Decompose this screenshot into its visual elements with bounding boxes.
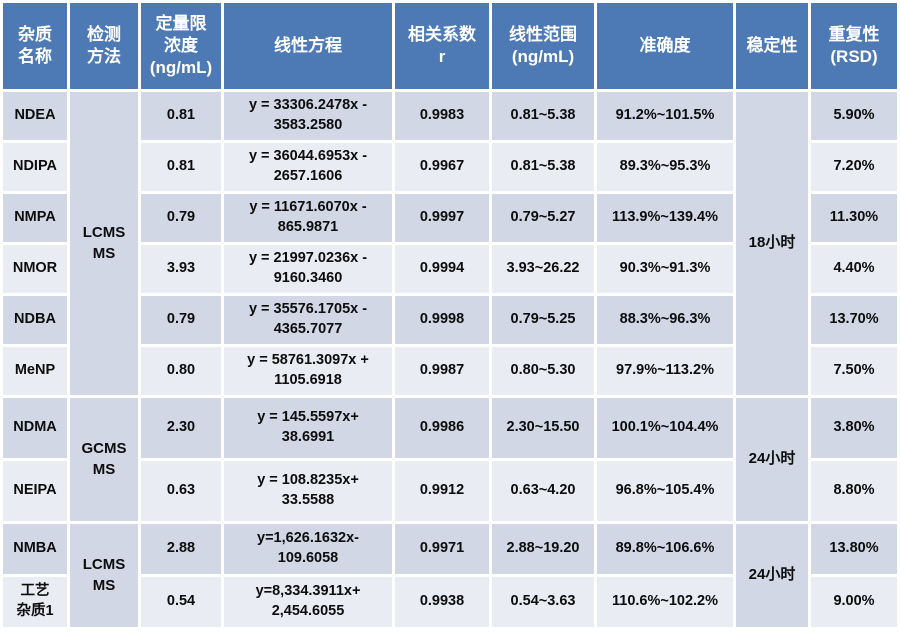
- impurity-name-cell: NDMA: [3, 398, 67, 458]
- r-value-cell: 0.9986: [395, 398, 489, 458]
- impurity-name-cell: NDIPA: [3, 143, 67, 191]
- impurity-name-cell: NMPA: [3, 194, 67, 242]
- r-value-cell: 0.9994: [395, 245, 489, 293]
- impurity-name-cell: NMOR: [3, 245, 67, 293]
- range-cell: 0.54~3.63: [492, 577, 594, 627]
- header-linear-equation: 线性方程: [224, 3, 392, 89]
- accuracy-cell: 90.3%~91.3%: [597, 245, 733, 293]
- range-cell: 2.88~19.20: [492, 524, 594, 574]
- stability-cell: 24小时: [736, 398, 808, 521]
- table-row: 工艺 杂质1 0.54 y=8,334.3911x+ 2,454.6055 0.99…: [3, 577, 897, 627]
- rsd-cell: 13.80%: [811, 524, 897, 574]
- range-cell: 0.80~5.30: [492, 347, 594, 395]
- impurity-name-cell: NEIPA: [3, 461, 67, 521]
- header-stability: 稳定性: [736, 3, 808, 89]
- accuracy-cell: 96.8%~105.4%: [597, 461, 733, 521]
- accuracy-cell: 88.3%~96.3%: [597, 296, 733, 344]
- equation-cell: y = 21997.0236x -9160.3460: [224, 245, 392, 293]
- stability-cell: 24小时: [736, 524, 808, 627]
- range-cell: 3.93~26.22: [492, 245, 594, 293]
- rsd-cell: 7.50%: [811, 347, 897, 395]
- table-row: NDEA LCMS MS 0.81 y = 33306.2478x -3583.2…: [3, 92, 897, 395]
- r-value-cell: 0.9998: [395, 296, 489, 344]
- table-row: NEIPA 0.63 y = 108.8235x+ 33.5588 0.9912 …: [3, 461, 897, 521]
- impurity-name-cell: MeNP: [3, 347, 67, 395]
- r-value-cell: 0.9987: [395, 347, 489, 395]
- equation-cell: y = 33306.2478x -3583.2580: [224, 92, 392, 140]
- r-value-cell: 0.9997: [395, 194, 489, 242]
- table-row: NDBA 0.79 y = 35576.1705x -4365.7077 0.9…: [3, 296, 897, 344]
- method-cell: LCMS MS: [70, 92, 138, 395]
- accuracy-cell: 89.3%~95.3%: [597, 143, 733, 191]
- loq-cell: 0.79: [141, 194, 221, 242]
- table-row: NDMA GCMS MS 2.30 y = 145.5597x+ 38.6991 0…: [3, 398, 897, 521]
- header-row: 杂质 名称 检测 方法 定量限 浓度 (ng/mL) 线性方程 相关系数 r 线性范围 (n…: [3, 3, 897, 89]
- rsd-cell: 7.20%: [811, 143, 897, 191]
- accuracy-cell: 100.1%~104.4%: [597, 398, 733, 458]
- impurity-name-cell: 工艺 杂质1: [3, 577, 67, 627]
- r-value-cell: 0.9967: [395, 143, 489, 191]
- loq-cell: 2.30: [141, 398, 221, 458]
- equation-cell: y=8,334.3911x+ 2,454.6055: [224, 577, 392, 627]
- range-cell: 2.30~15.50: [492, 398, 594, 458]
- accuracy-cell: 91.2%~101.5%: [597, 92, 733, 140]
- table-row: MeNP 0.80 y = 58761.3097x +1105.6918 0.9…: [3, 347, 897, 395]
- rsd-cell: 4.40%: [811, 245, 897, 293]
- r-value-cell: 0.9983: [395, 92, 489, 140]
- accuracy-cell: 89.8%~106.6%: [597, 524, 733, 574]
- accuracy-cell: 113.9%~139.4%: [597, 194, 733, 242]
- header-accuracy: 准确度: [597, 3, 733, 89]
- table-row: NMPA 0.79 y = 11671.6070x -865.9871 0.99…: [3, 194, 897, 242]
- loq-cell: 0.81: [141, 143, 221, 191]
- header-loq-concentration: 定量限 浓度 (ng/mL): [141, 3, 221, 89]
- accuracy-cell: 97.9%~113.2%: [597, 347, 733, 395]
- impurity-name-cell: NMBA: [3, 524, 67, 574]
- r-value-cell: 0.9938: [395, 577, 489, 627]
- header-linear-range: 线性范围 (ng/mL): [492, 3, 594, 89]
- header-detection-method: 检测 方法: [70, 3, 138, 89]
- loq-cell: 0.54: [141, 577, 221, 627]
- loq-cell: 0.79: [141, 296, 221, 344]
- r-value-cell: 0.9912: [395, 461, 489, 521]
- range-cell: 0.81~5.38: [492, 92, 594, 140]
- r-value-cell: 0.9971: [395, 524, 489, 574]
- equation-cell: y = 36044.6953x -2657.1606: [224, 143, 392, 191]
- impurity-name-cell: NDBA: [3, 296, 67, 344]
- loq-cell: 0.81: [141, 92, 221, 140]
- equation-cell: y = 58761.3097x +1105.6918: [224, 347, 392, 395]
- range-cell: 0.79~5.27: [492, 194, 594, 242]
- range-cell: 0.81~5.38: [492, 143, 594, 191]
- method-cell: LCMS MS: [70, 524, 138, 627]
- header-impurity-name: 杂质 名称: [3, 3, 67, 89]
- loq-cell: 3.93: [141, 245, 221, 293]
- equation-cell: y = 11671.6070x -865.9871: [224, 194, 392, 242]
- header-repeatability: 重复性 (RSD): [811, 3, 897, 89]
- stability-cell: 18小时: [736, 92, 808, 395]
- table-row: NMOR 3.93 y = 21997.0236x -9160.3460 0.9…: [3, 245, 897, 293]
- rsd-cell: 11.30%: [811, 194, 897, 242]
- impurity-name-cell: NDEA: [3, 92, 67, 140]
- loq-cell: 2.88: [141, 524, 221, 574]
- equation-cell: y = 145.5597x+ 38.6991: [224, 398, 392, 458]
- accuracy-cell: 110.6%~102.2%: [597, 577, 733, 627]
- range-cell: 0.79~5.25: [492, 296, 594, 344]
- header-correlation-coefficient: 相关系数 r: [395, 3, 489, 89]
- table-row: NDIPA 0.81 y = 36044.6953x -2657.1606 0.…: [3, 143, 897, 191]
- equation-cell: y = 108.8235x+ 33.5588: [224, 461, 392, 521]
- rsd-cell: 9.00%: [811, 577, 897, 627]
- rsd-cell: 5.90%: [811, 92, 897, 140]
- equation-cell: y=1,626.1632x- 109.6058: [224, 524, 392, 574]
- rsd-cell: 8.80%: [811, 461, 897, 521]
- method-cell: GCMS MS: [70, 398, 138, 521]
- loq-cell: 0.80: [141, 347, 221, 395]
- loq-cell: 0.63: [141, 461, 221, 521]
- equation-cell: y = 35576.1705x -4365.7077: [224, 296, 392, 344]
- range-cell: 0.63~4.20: [492, 461, 594, 521]
- rsd-cell: 13.70%: [811, 296, 897, 344]
- table-row: NMBA LCMS MS 2.88 y=1,626.1632x- 109.6058 …: [3, 524, 897, 627]
- rsd-cell: 3.80%: [811, 398, 897, 458]
